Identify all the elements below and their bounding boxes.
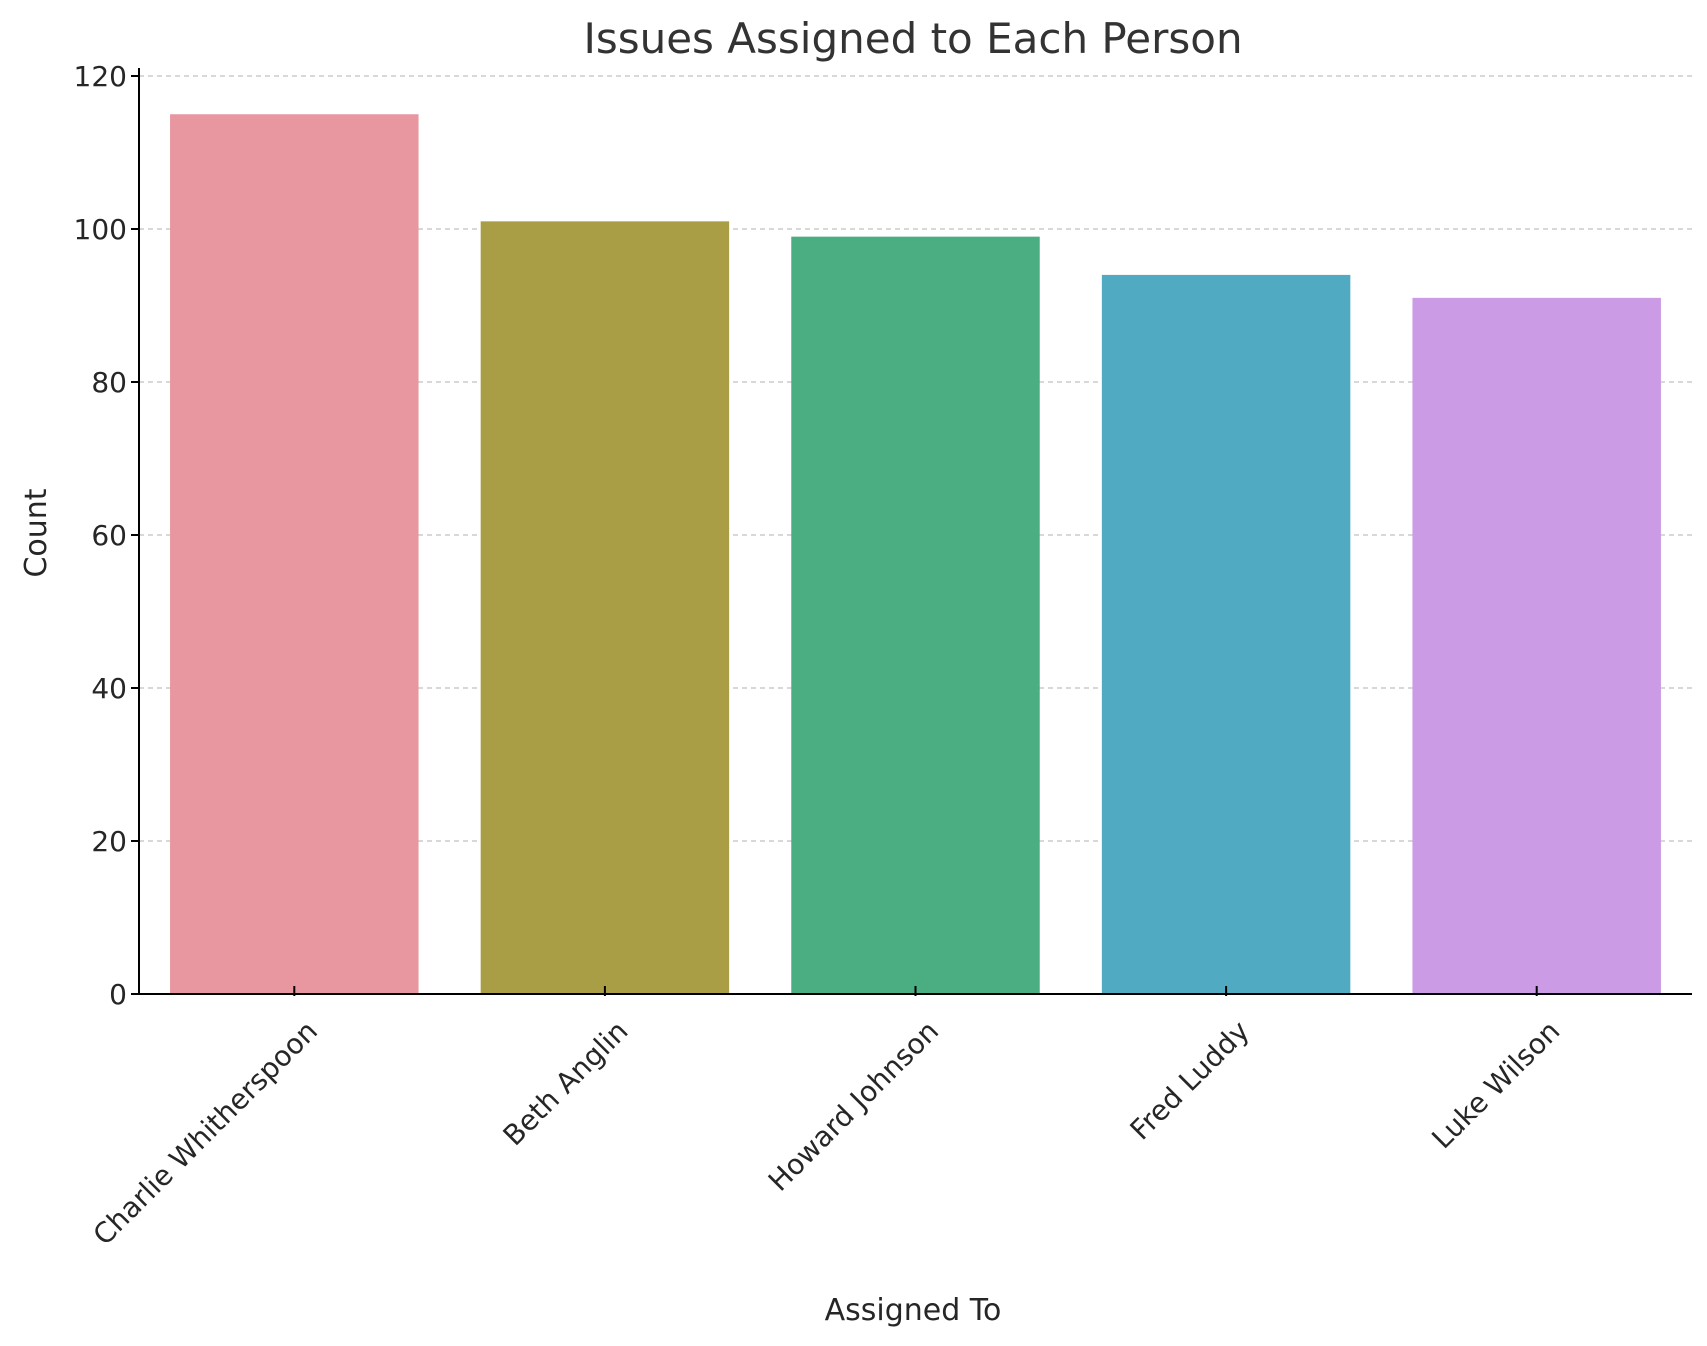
x-tick-label: Luke Wilson [1425,1014,1566,1155]
y-ticks: 0 20 40 60 80 100 120 [74,60,139,1011]
bar-charlie-whitherspoon [170,114,419,994]
x-ticks: Charlie Whitherspoon Beth Anglin Howard Jo… [87,986,1566,1252]
bar-beth-anglin [480,221,730,995]
bar-howard-johnson [791,236,1040,994]
bar-fred-luddy [1101,274,1351,994]
y-tick-label: 40 [91,672,127,705]
y-tick-label: 80 [91,366,127,399]
x-tick-label: Howard Johnson [762,1014,945,1197]
y-tick-label: 120 [74,60,127,93]
x-tick-label: Beth Anglin [497,1014,635,1152]
x-axis-title: Assigned To [825,1293,1002,1328]
bar-luke-wilson [1412,297,1661,995]
y-tick-label: 100 [74,213,127,246]
chart-title: Issues Assigned to Each Person [583,14,1242,63]
y-tick-label: 60 [91,519,127,552]
y-axis-title: Count [19,488,54,577]
x-tick-label: Charlie Whitherspoon [87,1014,324,1251]
x-tick-label: Fred Luddy [1124,1014,1256,1146]
y-tick-label: 20 [91,825,127,858]
bars [170,114,1661,995]
y-tick-label: 0 [109,978,127,1011]
